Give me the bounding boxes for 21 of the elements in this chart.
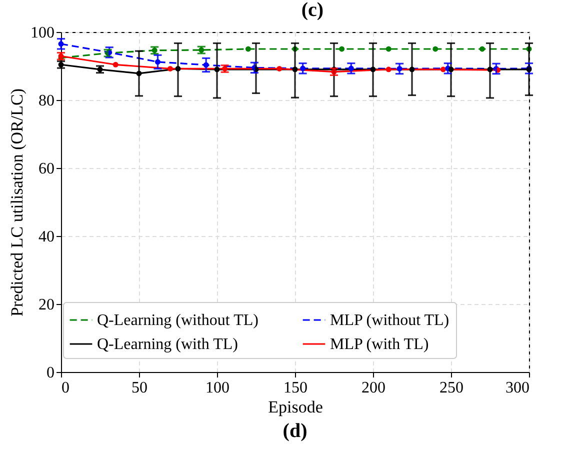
x-tick-label: 250 — [440, 380, 464, 396]
x-axis-title: Episode — [268, 398, 323, 416]
legend-label: Q-Learning (without TL) — [97, 312, 258, 329]
y-axis-title: Predicted LC utilisation (OR/LC) — [8, 88, 26, 317]
y-tick-label: 100 — [30, 24, 54, 42]
y-tick-label: 0 — [46, 364, 54, 382]
y-tick-label: 60 — [38, 160, 54, 178]
x-tick-label: 0 — [62, 380, 70, 396]
x-tick-label: 50 — [132, 380, 148, 396]
y-tick-label: 40 — [38, 228, 54, 246]
legend-label: MLP (without TL) — [330, 312, 450, 329]
y-tick-label: 20 — [38, 296, 54, 314]
x-tick-label: 300 — [506, 380, 530, 396]
x-tick-label: 150 — [284, 380, 308, 396]
y-tick-label: 80 — [38, 92, 54, 110]
legend-label: MLP (with TL) — [330, 336, 429, 353]
x-tick-label: 200 — [362, 380, 386, 396]
text: (d) — [282, 420, 308, 442]
legend-label: Q-Learning (with TL) — [97, 336, 238, 353]
x-tick-label: 100 — [206, 380, 230, 396]
text: (c) — [300, 0, 325, 21]
